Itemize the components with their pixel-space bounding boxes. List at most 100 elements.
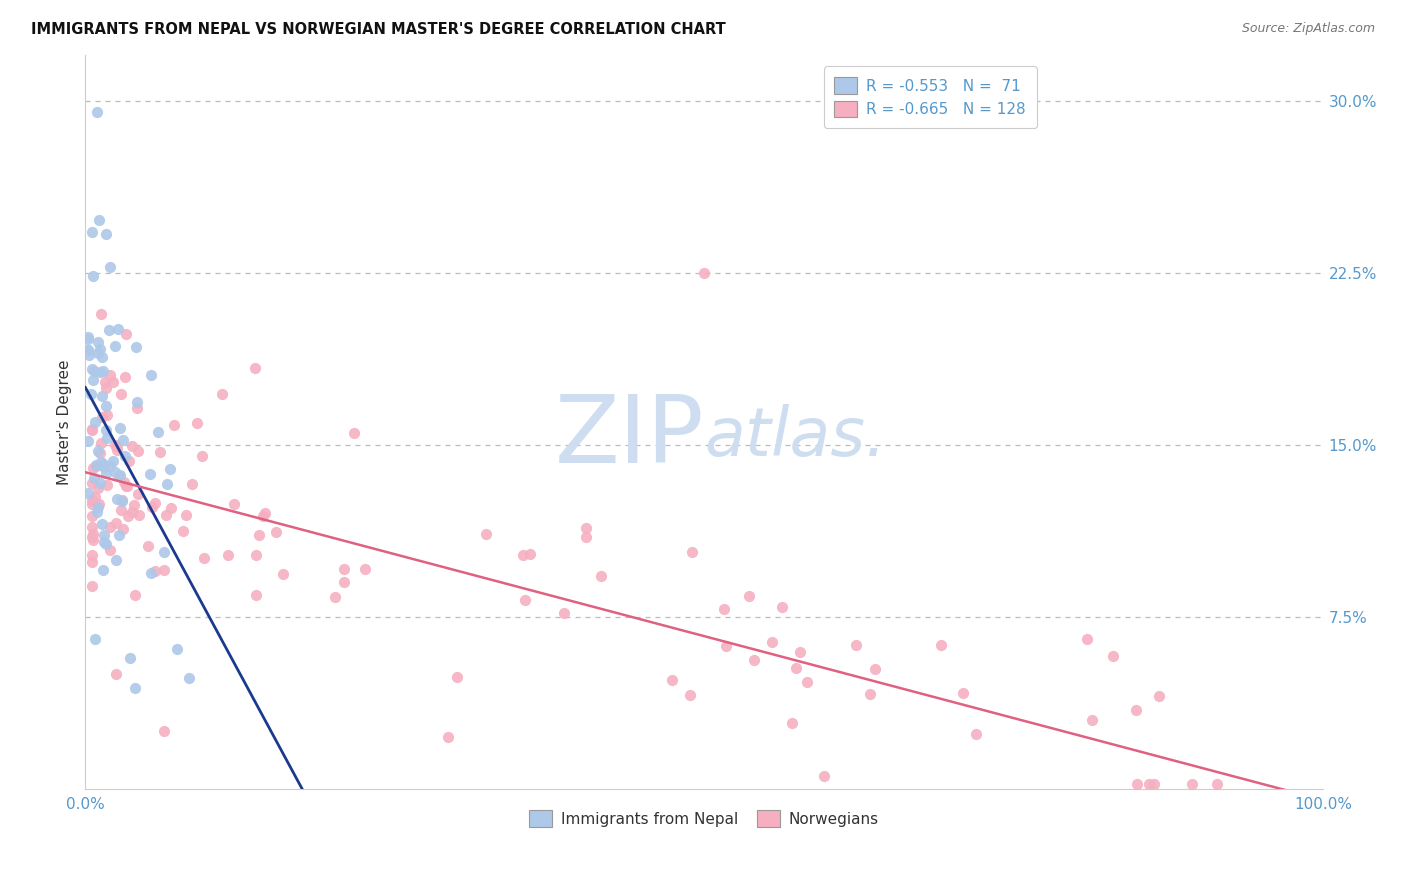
Point <box>86 505 108 519</box>
Point <box>114 479 136 493</box>
Point <box>166 642 188 657</box>
Point <box>80 530 103 544</box>
Point <box>80 519 103 533</box>
Point <box>553 606 575 620</box>
Point <box>127 443 149 458</box>
Point <box>80 225 103 239</box>
Point <box>105 443 128 458</box>
Point <box>681 545 703 559</box>
Point <box>98 368 121 382</box>
Point <box>82 268 104 283</box>
Point <box>264 525 287 540</box>
Point <box>76 330 98 344</box>
Point <box>512 549 534 563</box>
Point <box>96 478 118 492</box>
Point <box>76 434 98 449</box>
Point <box>1125 777 1147 791</box>
Point <box>163 418 186 433</box>
Point <box>589 568 612 582</box>
Point <box>87 345 110 359</box>
Point <box>89 475 111 490</box>
Point <box>77 343 100 357</box>
Point <box>96 408 118 422</box>
Point <box>98 543 121 558</box>
Point <box>796 674 818 689</box>
Point <box>89 455 111 469</box>
Point <box>76 343 98 358</box>
Point <box>96 423 118 437</box>
Point <box>89 446 111 460</box>
Point <box>333 562 356 576</box>
Point <box>87 481 110 495</box>
Point <box>156 476 179 491</box>
Point <box>693 266 716 280</box>
Point <box>114 369 136 384</box>
Point <box>91 517 114 532</box>
Point <box>325 590 347 604</box>
Point <box>89 365 111 379</box>
Point <box>101 375 124 389</box>
Point <box>247 528 270 542</box>
Point <box>91 563 114 577</box>
Point <box>789 644 811 658</box>
Point <box>1137 777 1160 791</box>
Point <box>127 486 149 500</box>
Point <box>128 508 150 523</box>
Point <box>1125 703 1147 717</box>
Point <box>84 458 107 473</box>
Point <box>76 485 98 500</box>
Point <box>139 467 162 481</box>
Point <box>172 524 194 538</box>
Point <box>96 227 118 241</box>
Point <box>139 566 162 580</box>
Point <box>713 602 735 616</box>
Point <box>813 769 835 783</box>
Point <box>112 475 135 490</box>
Text: ZIP: ZIP <box>554 391 704 483</box>
Point <box>1206 777 1229 791</box>
Point <box>118 651 141 665</box>
Point <box>714 639 737 653</box>
Point <box>76 332 98 346</box>
Point <box>114 449 136 463</box>
Point <box>80 475 103 490</box>
Point <box>108 420 131 434</box>
Point <box>343 425 366 440</box>
Point <box>98 260 121 274</box>
Point <box>845 638 868 652</box>
Point <box>87 497 110 511</box>
Point <box>91 364 114 378</box>
Point <box>80 509 103 524</box>
Point <box>245 549 267 563</box>
Point <box>217 548 239 562</box>
Point <box>252 508 274 523</box>
Point <box>83 364 105 378</box>
Point <box>965 727 987 741</box>
Point <box>253 506 276 520</box>
Point <box>82 373 104 387</box>
Point <box>107 322 129 336</box>
Point <box>245 360 267 375</box>
Point <box>90 436 112 450</box>
Point <box>1076 632 1098 647</box>
Point <box>86 105 108 120</box>
Point <box>105 667 128 681</box>
Point <box>436 730 458 744</box>
Point <box>155 508 177 523</box>
Point <box>87 500 110 514</box>
Point <box>271 567 294 582</box>
Point <box>104 516 127 530</box>
Point <box>101 454 124 468</box>
Point <box>97 323 120 337</box>
Point <box>332 575 354 590</box>
Point <box>84 458 107 472</box>
Point <box>121 439 143 453</box>
Point <box>110 503 132 517</box>
Point <box>149 445 172 459</box>
Point <box>1143 777 1166 791</box>
Point <box>575 520 598 534</box>
Point <box>475 527 498 541</box>
Point <box>111 492 134 507</box>
Point <box>108 528 131 542</box>
Point <box>160 500 183 515</box>
